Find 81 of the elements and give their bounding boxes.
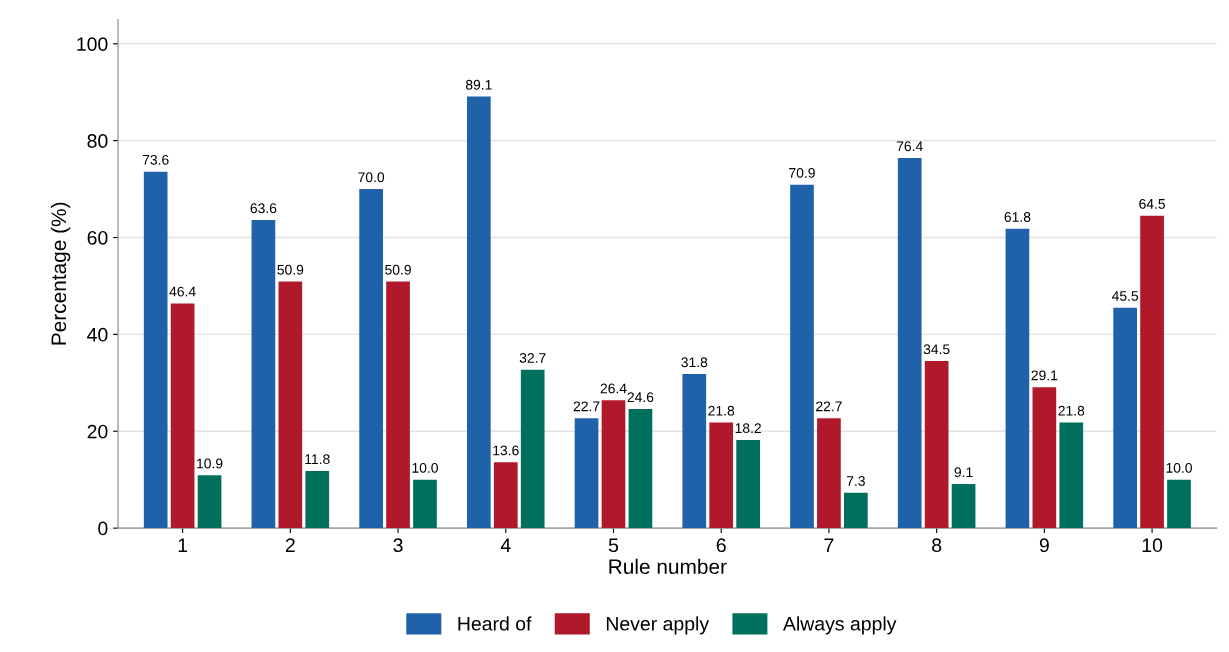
- data-label: 26.4: [600, 383, 627, 394]
- bar: [682, 374, 707, 529]
- bar: [305, 470, 330, 529]
- data-label: 29.1: [1031, 370, 1058, 381]
- legend-label: Always apply: [783, 616, 897, 635]
- bar: [601, 400, 626, 529]
- bar: [790, 184, 814, 529]
- data-label: 18.2: [735, 423, 761, 434]
- x-tick-label: 6: [716, 538, 726, 553]
- x-tick-label: 7: [824, 538, 834, 552]
- data-label: 9.1: [954, 467, 973, 478]
- x-tick-label: 3: [393, 538, 403, 553]
- data-label: 21.8: [1058, 405, 1085, 416]
- data-label: 7.3: [846, 476, 865, 486]
- bar: [1113, 307, 1137, 529]
- y-axis-title: Percentage (%): [50, 202, 71, 345]
- bar: [628, 408, 653, 529]
- data-label: 10.9: [197, 458, 223, 469]
- x-tick-label: 8: [932, 538, 942, 553]
- bar: [844, 492, 868, 529]
- x-tick-label: 1: [178, 538, 188, 552]
- y-tick-label: 100: [77, 37, 108, 52]
- legend-label: Heard of: [458, 616, 532, 631]
- data-label: 13.6: [493, 445, 519, 456]
- bar: [143, 171, 168, 529]
- legend-label: Never apply: [606, 616, 710, 635]
- bar: [709, 422, 734, 529]
- bar: [251, 220, 276, 529]
- bar: [924, 361, 949, 529]
- bar: [386, 281, 410, 529]
- data-label: 76.4: [896, 141, 923, 152]
- x-tick-label: 5: [608, 538, 619, 553]
- data-label: 89.1: [465, 79, 492, 90]
- bar: [413, 479, 437, 529]
- data-label: 31.8: [681, 357, 708, 368]
- data-label: 11.8: [305, 454, 330, 465]
- bar: [574, 418, 599, 529]
- data-label: 10.0: [412, 462, 438, 473]
- bar: [817, 418, 841, 529]
- data-label: 32.7: [519, 352, 546, 363]
- data-label: 34.5: [923, 344, 950, 355]
- x-tick-label: 10: [1142, 538, 1163, 553]
- data-label: 61.8: [1004, 212, 1031, 222]
- data-label: 46.4: [169, 286, 196, 297]
- data-label: 45.5: [1111, 291, 1139, 301]
- bar: [1059, 422, 1084, 529]
- bar: [520, 369, 545, 529]
- data-label: 63.6: [250, 203, 277, 214]
- y-tick-label: 20: [87, 424, 108, 439]
- x-tick-label: 9: [1039, 538, 1049, 553]
- y-tick-label: 80: [87, 134, 108, 148]
- bar: [197, 475, 222, 529]
- x-tick-label: 2: [285, 538, 295, 552]
- x-axis-title: Rule number: [609, 558, 727, 575]
- data-label: 22.7: [816, 401, 842, 412]
- data-label: 50.9: [277, 264, 304, 275]
- data-label: 22.7: [573, 401, 600, 412]
- bar: [1032, 387, 1057, 529]
- data-label: 64.5: [1139, 198, 1166, 209]
- data-label: 24.6: [627, 392, 654, 403]
- data-label: 50.9: [385, 264, 411, 275]
- bar: [493, 462, 518, 529]
- data-label: 10.0: [1166, 462, 1192, 473]
- data-label: 73.6: [142, 154, 169, 165]
- data-label: 21.8: [708, 405, 735, 416]
- y-tick-label: 0: [98, 521, 108, 536]
- bar: [1005, 228, 1030, 529]
- data-label: 70.9: [789, 167, 815, 178]
- data-label: 70.0: [358, 172, 385, 183]
- y-tick-label: 40: [87, 327, 108, 342]
- bar: [897, 158, 922, 529]
- bar: [1167, 479, 1191, 529]
- x-tick-label: 4: [500, 538, 511, 552]
- bar: [359, 189, 383, 529]
- bar: [736, 439, 760, 529]
- y-tick-label: 60: [87, 230, 108, 245]
- bar: [1140, 215, 1164, 529]
- bar: [170, 303, 195, 529]
- bar: [278, 281, 303, 529]
- bar: [951, 484, 976, 529]
- bar: [466, 96, 491, 529]
